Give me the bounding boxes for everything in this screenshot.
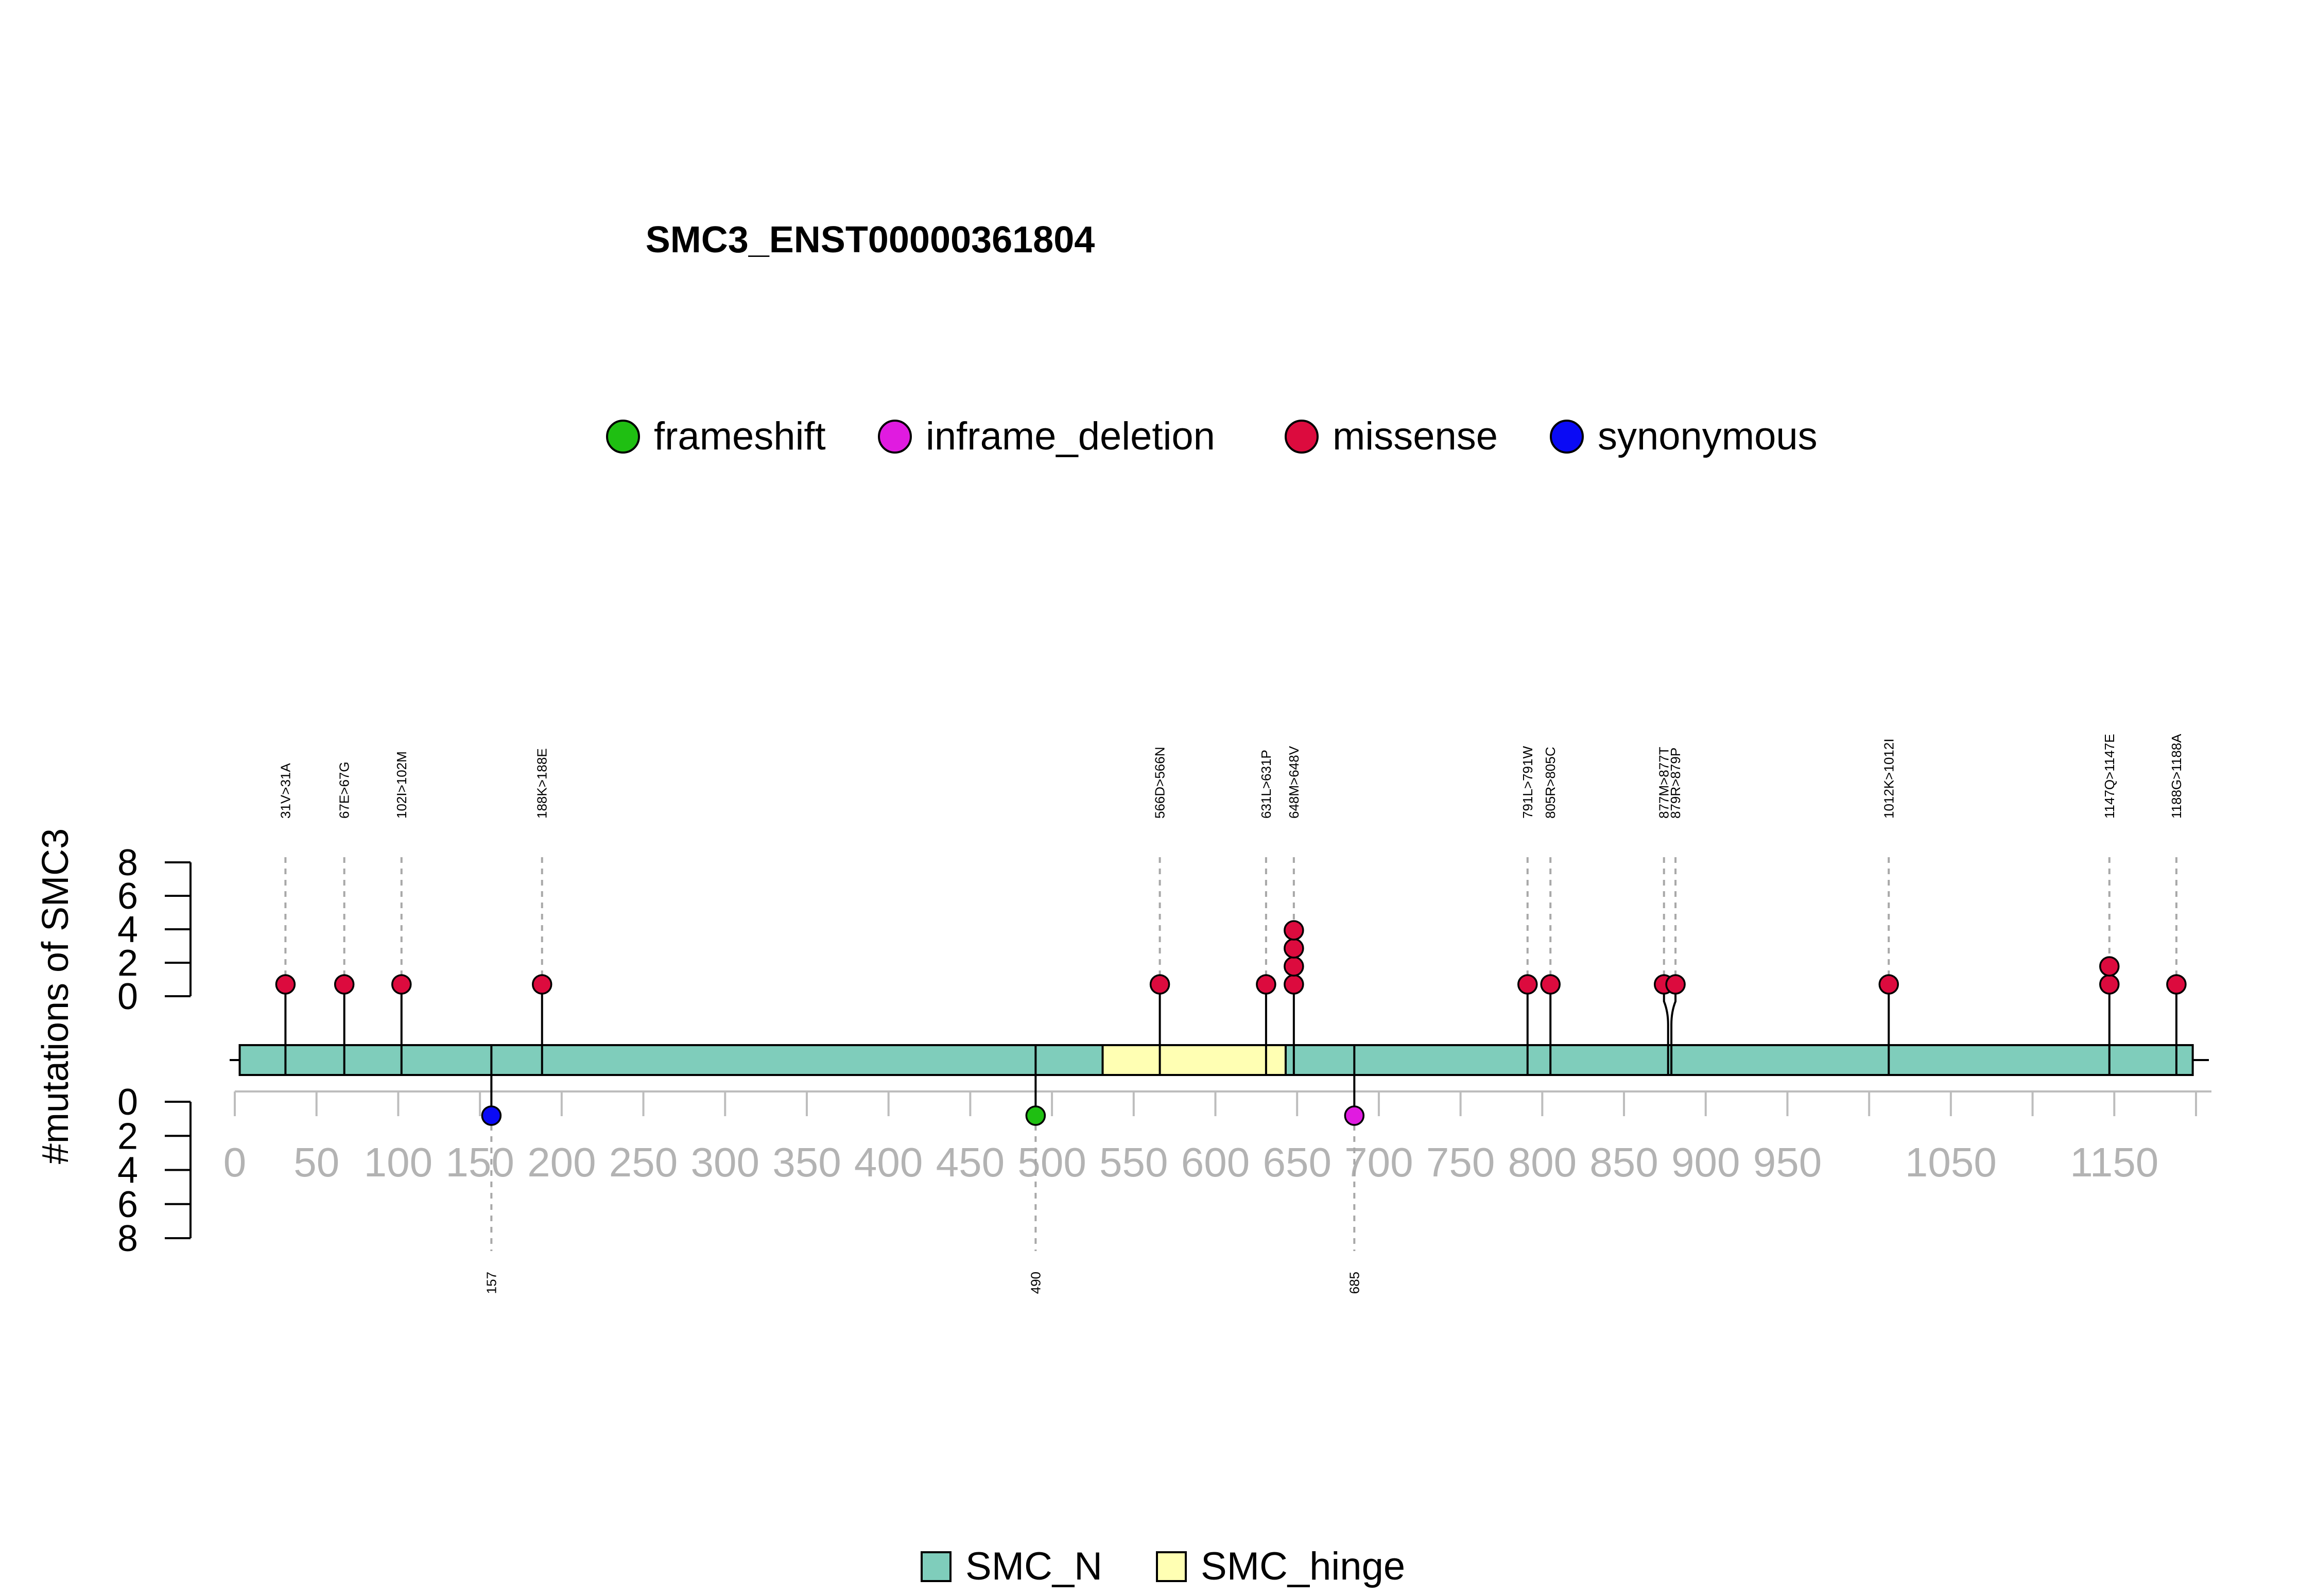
chart-title: SMC3_ENST00000361804 (646, 219, 1095, 261)
legend-label-inframe_deletion: inframe_deletion (926, 414, 1215, 458)
x-tick-label: 100 (364, 1139, 433, 1185)
mutation-label: 1147Q>1147E (2102, 734, 2117, 819)
y-tick-label-bottom: 6 (117, 1184, 138, 1225)
x-tick-label: 900 (1671, 1139, 1740, 1185)
x-tick-label: 500 (1017, 1139, 1086, 1185)
x-tick-label: 750 (1426, 1139, 1495, 1185)
mutation-label: 67E>67G (337, 761, 352, 819)
mutation-point-missense (1284, 920, 1304, 941)
mutation-label: 791L>791W (1520, 746, 1535, 819)
legend-label-SMC_N: SMC_N (965, 1545, 1102, 1588)
x-tick-label: 700 (1344, 1139, 1413, 1185)
legend-label-missense: missense (1333, 414, 1498, 458)
lollipop-stem (1670, 994, 1677, 1075)
legend-swatch-missense (1285, 420, 1319, 454)
x-tick-label: 800 (1508, 1139, 1577, 1185)
y-tick-label-bottom: 2 (117, 1116, 138, 1157)
domain-SMC_N (1284, 1044, 2194, 1076)
mutation-point-missense (531, 974, 552, 995)
legend-swatch-frameshift (606, 420, 640, 454)
x-tick-label: 1050 (1905, 1139, 1997, 1185)
mutation-point-missense (1517, 974, 1538, 995)
domain-legend: SMC_N SMC_hinge (921, 1545, 1405, 1588)
mutation-label: 102I>102M (394, 751, 409, 819)
y-tick-label-top: 4 (117, 909, 138, 950)
y-tick-label-top: 2 (117, 943, 138, 984)
x-tick-label: 350 (772, 1139, 841, 1185)
x-tick-label: 550 (1099, 1139, 1168, 1185)
x-tick-label: 0 (223, 1139, 247, 1185)
y-tick-label-bottom: 4 (117, 1150, 138, 1191)
x-tick-label: 650 (1263, 1139, 1331, 1185)
x-tick-label: 850 (1589, 1139, 1658, 1185)
mutation-label: 566D>566N (1152, 747, 1168, 819)
mutation-point-missense (2166, 974, 2187, 995)
x-tick-label: 1150 (2070, 1139, 2158, 1185)
legend-swatch-SMC_hinge (1156, 1551, 1187, 1582)
mutation-label: 648M>648V (1286, 745, 1302, 819)
y-tick-label-top: 8 (117, 842, 138, 883)
mutation-label: 188K>188E (534, 748, 550, 819)
mutation-label: 631L>631P (1258, 750, 1274, 819)
x-tick-label: 950 (1753, 1139, 1822, 1185)
mutation-point-missense (1256, 974, 1276, 995)
protein-domains (230, 1044, 2209, 1076)
domain-SMC_hinge (1101, 1044, 1287, 1076)
mutation-point-missense (2099, 974, 2120, 995)
mutation-label: 685 (1346, 1272, 1362, 1294)
x-tick-label: 400 (854, 1139, 923, 1185)
mutation-point-missense (391, 974, 412, 995)
x-tick-label: 50 (293, 1139, 339, 1185)
legend-label-SMC_hinge: SMC_hinge (1201, 1545, 1405, 1588)
mutation-label: 877M>877T (1656, 747, 1672, 819)
x-tick-label: 600 (1181, 1139, 1250, 1185)
y-tick-label-bottom: 0 (117, 1082, 138, 1123)
mutation-label: 157 (483, 1272, 499, 1294)
mutation-labels: 31V>31A 67E>67G 102I>102M 188K>188E 566D>566… (278, 734, 2184, 1294)
mutation-points (275, 920, 2187, 1126)
mutation-label: 805R>805C (1543, 747, 1558, 819)
y-axis-label: #mutations of SMC3 (35, 828, 76, 1164)
guide-lines (284, 857, 2177, 1251)
mutation-label: 1012K>1012I (1881, 739, 1896, 819)
mutation-point-missense (1284, 974, 1304, 995)
mutation-label: 1188G>1188A (2169, 734, 2184, 819)
mutation-point-missense (1878, 974, 1899, 995)
y-tick-label-top: 0 (117, 976, 138, 1017)
legend-label-frameshift: frameshift (654, 414, 826, 458)
x-tick-label: 200 (527, 1139, 596, 1185)
legend-swatch-SMC_N (921, 1551, 952, 1582)
mutation-point-missense (2099, 956, 2120, 977)
legend-label-synonymous: synonymous (1598, 414, 1818, 458)
mutation-point-missense (1284, 956, 1304, 977)
mutation-label: 31V>31A (278, 763, 293, 819)
y-tick-label-bottom: 8 (117, 1218, 138, 1259)
legend-swatch-inframe_deletion (878, 420, 912, 454)
mutation-legend: frameshift inframe_deletion missense synony… (606, 414, 1818, 458)
lollipop-stems (284, 994, 2177, 1106)
domain-SMC_N (238, 1044, 1104, 1076)
mutation-point-missense (1284, 938, 1304, 959)
mutation-label: 879R>879P (1668, 748, 1683, 819)
x-tick-label: 150 (445, 1139, 514, 1185)
mutation-point-missense (334, 974, 355, 995)
mutation-point-missense (275, 974, 296, 995)
x-tick-label: 250 (609, 1139, 678, 1185)
mutation-point-inframe_deletion (1344, 1105, 1365, 1126)
mutation-point-frameshift (1025, 1105, 1046, 1126)
mutation-point-missense (1665, 974, 1686, 995)
lollipop-stem (1663, 994, 1669, 1075)
mutation-point-missense (1540, 974, 1561, 995)
mutation-label: 490 (1028, 1272, 1043, 1294)
mutation-point-missense (1149, 974, 1170, 995)
legend-swatch-synonymous (1550, 420, 1584, 454)
x-tick-label: 450 (936, 1139, 1005, 1185)
x-tick-label: 300 (691, 1139, 759, 1185)
y-tick-label-top: 6 (117, 876, 138, 917)
mutation-point-synonymous (481, 1105, 502, 1126)
